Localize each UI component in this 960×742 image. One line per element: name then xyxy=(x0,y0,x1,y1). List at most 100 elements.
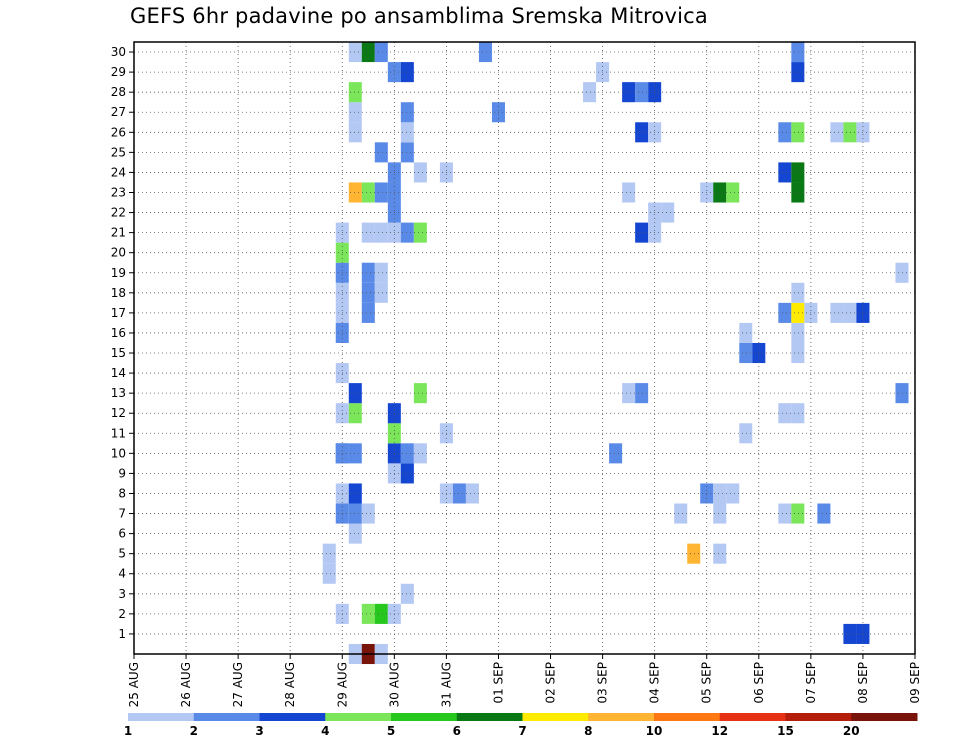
heatmap-cell xyxy=(452,483,466,504)
heatmap-cell xyxy=(400,122,414,143)
x-tick-label: 09 SEP xyxy=(908,662,922,704)
heatmap-cell xyxy=(413,162,427,183)
heatmap-cell xyxy=(348,383,362,404)
chart-title: GEFS 6hr padavine po ansamblima Sremska … xyxy=(130,4,708,28)
heatmap-cell xyxy=(361,282,375,303)
heatmap-cell xyxy=(465,483,479,504)
heatmap-cell xyxy=(622,82,636,103)
heatmap-cell xyxy=(791,342,805,364)
heatmap-cell xyxy=(791,182,805,203)
colorbar-label: 12 xyxy=(711,724,728,738)
heatmap-cell xyxy=(348,102,362,123)
heatmap-cell xyxy=(400,583,414,604)
heatmap-cell xyxy=(791,282,805,303)
colorbar-label: 8 xyxy=(584,724,592,738)
colorbar-label: 3 xyxy=(255,724,263,738)
heatmap-cell xyxy=(609,443,623,464)
heatmap-cell xyxy=(348,523,362,544)
heatmap-cell xyxy=(661,202,675,223)
heatmap-cell xyxy=(361,222,375,243)
x-tick-label: 04 SEP xyxy=(648,662,662,704)
heatmap-cell xyxy=(895,383,909,404)
heatmap-cell xyxy=(726,182,740,203)
colorbar-label: 2 xyxy=(190,724,198,738)
colorbar-swatch xyxy=(325,713,392,721)
y-tick-label: 28 xyxy=(111,85,126,99)
colorbar-label: 4 xyxy=(321,724,329,738)
heatmap-cell xyxy=(413,443,427,464)
heatmap-cell xyxy=(374,603,388,624)
heatmap-cell xyxy=(400,463,414,484)
colorbar-swatch xyxy=(588,713,655,721)
colorbar-swatch xyxy=(851,713,918,721)
x-tick-label: 31 AUG xyxy=(439,662,453,707)
y-tick-label: 4 xyxy=(118,567,126,581)
heatmap-cell xyxy=(635,82,649,103)
colorbar-swatch xyxy=(391,713,458,721)
colorbar-swatch xyxy=(719,713,786,721)
heatmap-cell xyxy=(843,623,857,644)
y-tick-label: 1 xyxy=(118,627,126,641)
y-tick-label: 25 xyxy=(111,145,126,159)
heatmap-cell xyxy=(791,162,805,183)
y-tick-label: 27 xyxy=(111,105,126,119)
heatmap-cell xyxy=(374,282,388,303)
x-tick-label: 06 SEP xyxy=(752,662,766,704)
x-tick-label: 28 AUG xyxy=(283,662,297,707)
colorbar-swatch xyxy=(522,713,589,721)
heatmap-cell xyxy=(778,302,792,323)
heatmap-cell xyxy=(361,262,375,283)
x-tick-label: 05 SEP xyxy=(700,662,714,704)
heatmap-cell xyxy=(778,162,792,183)
heatmap-cell xyxy=(895,262,909,283)
heatmap-cell xyxy=(713,483,727,504)
x-tick-label: 26 AUG xyxy=(179,662,193,707)
heatmap-cell xyxy=(361,302,375,323)
heatmap-cell xyxy=(778,403,792,424)
heatmap-cell xyxy=(791,503,805,524)
x-tick-label: 01 SEP xyxy=(491,662,505,704)
colorbar-swatch xyxy=(456,713,523,721)
colorbar-label: 7 xyxy=(518,724,526,738)
heatmap-cell xyxy=(791,62,805,83)
heatmap-cell xyxy=(400,222,414,243)
heatmap-cell xyxy=(635,122,649,143)
y-tick-label: 19 xyxy=(111,266,126,280)
y-tick-label: 17 xyxy=(111,306,126,320)
colorbar-label: 5 xyxy=(387,724,395,738)
heatmap-cell xyxy=(361,182,375,203)
y-tick-label: 23 xyxy=(111,185,126,199)
x-axis: 25 AUG 26 AUG 27 AUG 28 AUG 29 AUG 30 AUG 31 A… xyxy=(127,654,922,707)
y-tick-label: 26 xyxy=(111,125,126,139)
y-tick-label: 11 xyxy=(111,426,126,440)
heatmap-cell xyxy=(674,503,688,524)
heatmap-cell xyxy=(635,383,649,404)
y-tick-label: 6 xyxy=(118,527,126,541)
colorbar-swatch xyxy=(128,713,195,721)
heatmap-cell xyxy=(322,563,336,584)
heatmap-cell xyxy=(817,503,831,524)
heatmap-cell xyxy=(413,222,427,243)
y-tick-label: 30 xyxy=(111,45,126,59)
heatmap-cell xyxy=(374,142,388,163)
y-tick-label: 2 xyxy=(118,607,126,621)
heatmap-cell xyxy=(791,302,805,323)
heatmap-cell xyxy=(830,122,844,143)
heatmap-cell xyxy=(739,342,753,364)
heatmap-cell xyxy=(400,102,414,123)
colorbar-label: 10 xyxy=(646,724,663,738)
heatmap-cell xyxy=(361,503,375,524)
heatmap-cell xyxy=(322,543,336,564)
heatmap-cell xyxy=(713,182,727,203)
colorbar-swatch xyxy=(259,713,326,721)
colorbar-label: 15 xyxy=(777,724,794,738)
x-tick-label: 25 AUG xyxy=(127,662,141,707)
y-tick-label: 20 xyxy=(111,246,126,260)
x-tick-label: 29 AUG xyxy=(335,662,349,707)
heatmap-cell xyxy=(400,142,414,163)
heatmap-cell xyxy=(348,182,362,203)
heatmap-cell xyxy=(778,503,792,524)
heatmap-cell xyxy=(830,302,844,323)
y-tick-label: 18 xyxy=(111,286,126,300)
